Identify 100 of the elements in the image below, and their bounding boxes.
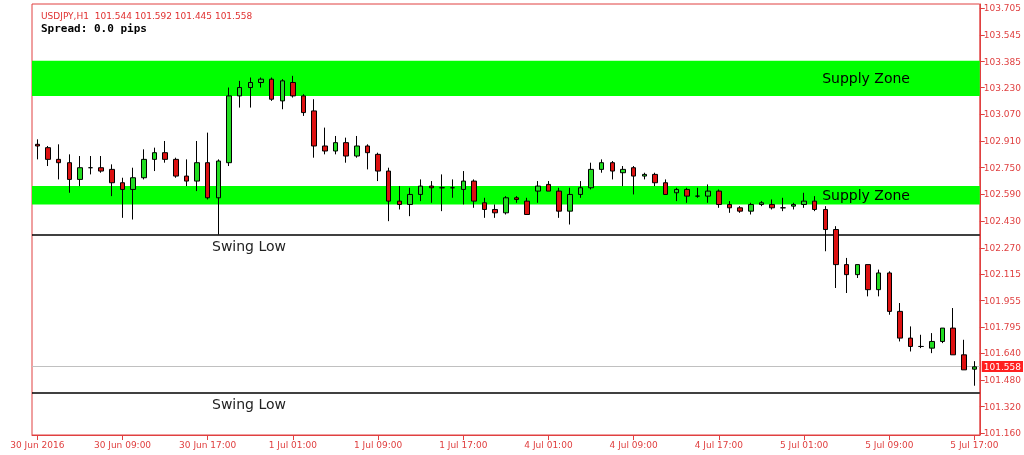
candlestick	[120, 177, 125, 219]
candlestick	[567, 187, 573, 226]
candlestick	[578, 180, 583, 199]
candlestick	[908, 325, 913, 352]
y-tick-label: 103.385	[983, 56, 1021, 67]
candlestick	[162, 140, 168, 164]
candlestick	[961, 339, 967, 371]
candlestick	[386, 167, 391, 222]
y-tick-label: 101.955	[983, 295, 1021, 306]
candlestick	[67, 153, 72, 194]
band-label: Supply Zone	[822, 70, 910, 87]
y-tick-label: 102.115	[983, 268, 1021, 279]
candlestick	[492, 203, 498, 219]
candlestick	[897, 302, 903, 342]
candlestick	[727, 200, 732, 214]
y-tick-label: 103.705	[983, 3, 1021, 14]
candlestick	[269, 77, 274, 102]
candlestick	[322, 127, 328, 155]
candlestick	[77, 155, 83, 187]
candlestick	[482, 197, 487, 219]
candlestick	[812, 195, 817, 212]
y-tick-label: 102.590	[983, 189, 1022, 200]
candlestick	[152, 147, 157, 172]
candlestick	[642, 172, 647, 180]
candlestick	[333, 135, 338, 155]
candlestick	[865, 264, 871, 297]
candlestick	[940, 327, 945, 344]
candlestick	[546, 180, 551, 192]
candlestick	[407, 187, 413, 217]
y-tick-label: 101.640	[983, 348, 1022, 359]
candlestick	[141, 148, 147, 180]
candlestick	[173, 157, 179, 179]
x-tick-label: 30 Jun 17:00	[179, 439, 237, 450]
candlestick	[237, 80, 242, 109]
candlestick	[855, 264, 860, 279]
candlestick	[375, 152, 381, 182]
candlestick	[844, 257, 849, 294]
x-tick-label: 5 Jul 09:00	[865, 439, 914, 450]
ref-line-label: Swing Low	[212, 396, 287, 413]
candlestick	[610, 160, 615, 180]
y-tick-label: 102.750	[983, 162, 1022, 173]
candlestick	[35, 138, 40, 160]
candlestick	[674, 187, 679, 202]
candlestick	[556, 187, 562, 219]
candlestick	[397, 185, 402, 210]
candlestick	[759, 200, 764, 207]
x-tick-label: 30 Jun 2016	[10, 439, 65, 450]
candlestick	[258, 77, 264, 89]
ref-line-label: Swing Low	[212, 237, 287, 254]
candlestick	[56, 143, 61, 180]
candlestick	[226, 87, 232, 167]
candlestick	[45, 145, 51, 167]
y-tick-label: 101.320	[983, 401, 1022, 412]
candlestick	[588, 162, 594, 190]
y-tick-label: 103.230	[983, 82, 1022, 93]
candlestick	[972, 360, 977, 387]
candlestick	[652, 172, 658, 187]
candlestick	[461, 170, 466, 205]
text: Spread: 0.0 pips	[41, 22, 147, 35]
candlestick	[439, 173, 445, 212]
x-tick-label: 4 Jul 17:00	[694, 439, 744, 450]
candlestick	[98, 155, 104, 174]
x-tick-label: 5 Jul 17:00	[950, 439, 999, 450]
candlestick	[791, 202, 796, 210]
candlestick	[194, 140, 200, 192]
candlestick	[769, 198, 775, 210]
candlestick	[130, 167, 136, 220]
candlestick	[887, 270, 892, 316]
candlestick	[535, 180, 541, 204]
y-tick-label: 101.480	[983, 374, 1022, 385]
x-tick-label: 4 Jul 01:00	[524, 439, 573, 450]
candlestick	[599, 158, 604, 174]
candlestick	[109, 163, 115, 197]
ref-line-label: 101.558	[983, 361, 1022, 372]
candlestick	[918, 334, 924, 349]
candlestick	[205, 132, 210, 200]
candlestick	[684, 187, 690, 204]
y-tick-label: 101.160	[983, 428, 1022, 439]
text: USDJPY,H1 101.544 101.592 101.445 101.558	[41, 10, 253, 21]
candlestick	[429, 180, 434, 204]
candlestick	[280, 78, 285, 110]
candlestick	[514, 195, 519, 204]
candlestick	[450, 178, 455, 199]
y-tick-label: 101.795	[983, 322, 1021, 333]
candlestick	[620, 165, 626, 187]
candlestick	[929, 332, 935, 354]
band-label: Supply Zone	[822, 187, 910, 204]
candlestick	[716, 188, 722, 209]
candlestick	[311, 98, 317, 159]
y-tick-label: 103.545	[983, 29, 1021, 40]
candlestick	[737, 205, 743, 214]
y-tick-label: 102.430	[983, 216, 1022, 227]
candlestick	[290, 75, 296, 99]
x-tick-label: 1 Jul 09:00	[353, 439, 403, 450]
candlestick	[471, 178, 477, 209]
candlestick	[663, 178, 668, 195]
candlestick	[801, 192, 807, 209]
candlestick	[748, 202, 754, 215]
candlestick	[780, 197, 786, 212]
candlestick	[418, 178, 423, 202]
